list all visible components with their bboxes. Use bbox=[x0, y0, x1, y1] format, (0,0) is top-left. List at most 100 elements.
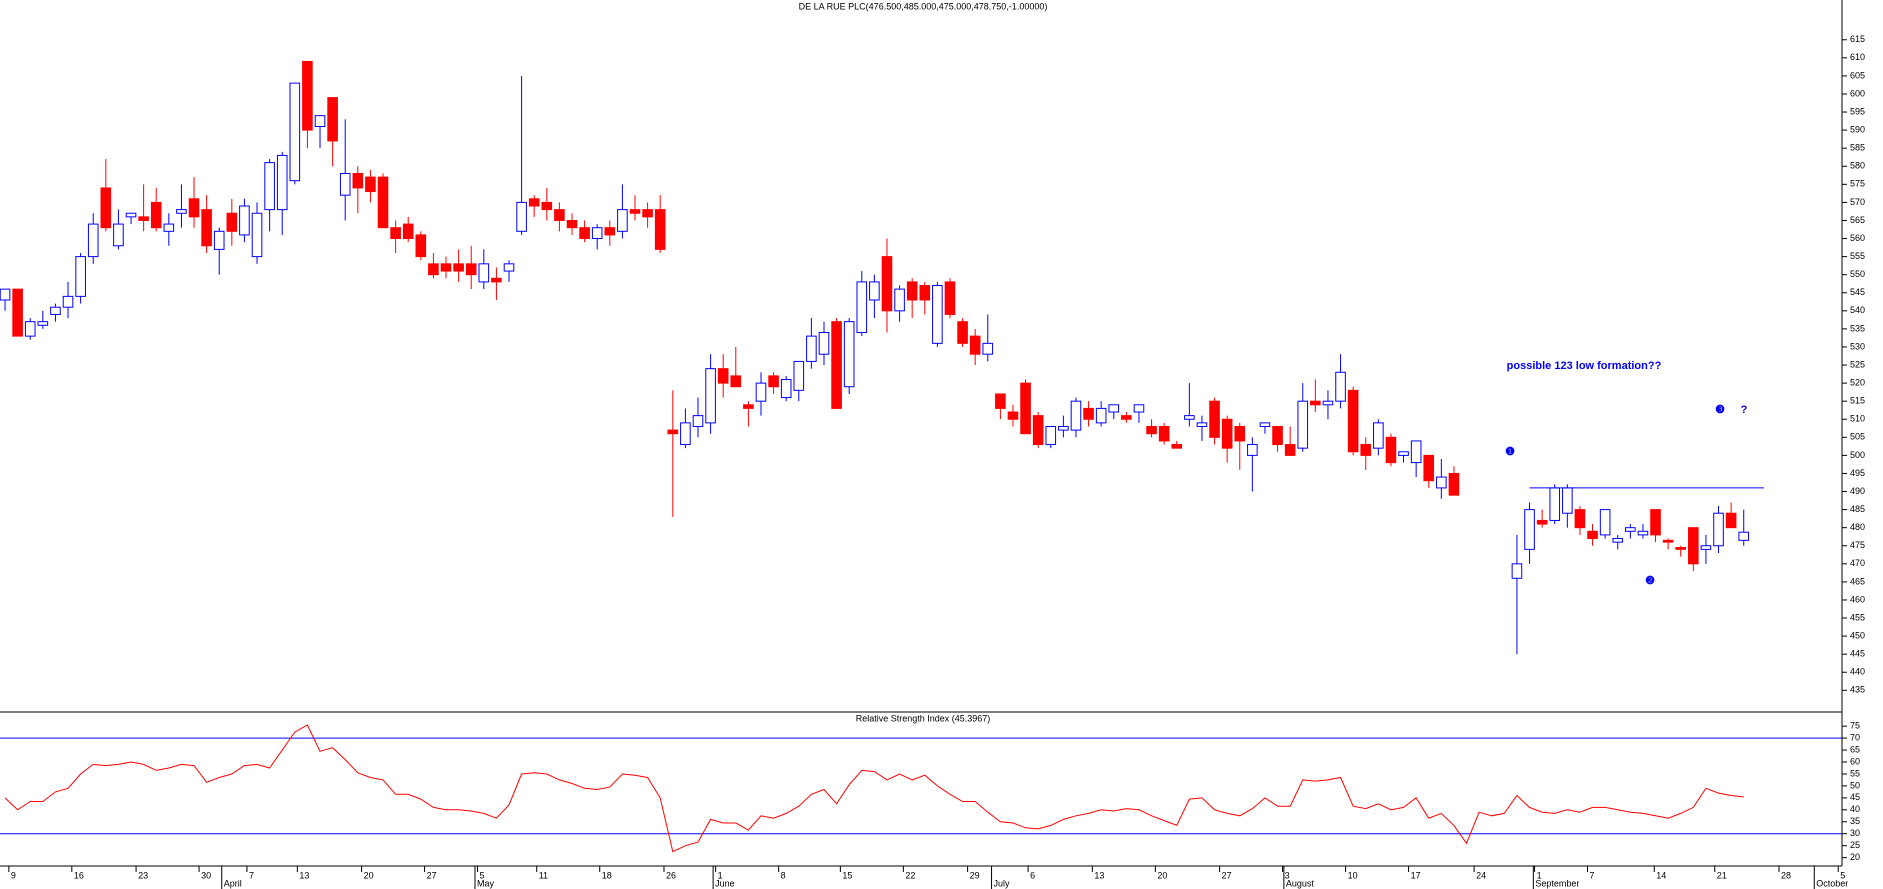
annotation: ❷ bbox=[1645, 575, 1655, 587]
x-tick-label: 9 bbox=[11, 870, 16, 880]
rsi-title: Relative Strength Index (45.3967) bbox=[856, 713, 991, 723]
month-label: May bbox=[477, 878, 495, 888]
candle-body bbox=[1625, 527, 1636, 532]
candle-body bbox=[1524, 509, 1535, 550]
candle-body bbox=[402, 223, 414, 240]
y-tick-label: 75 bbox=[1850, 721, 1860, 731]
month-label: April bbox=[224, 878, 242, 888]
candle-body bbox=[1108, 404, 1120, 413]
candle-body bbox=[24, 321, 36, 337]
candle-body bbox=[1007, 411, 1019, 420]
candle-body bbox=[667, 429, 679, 435]
y-tick-label: 70 bbox=[1850, 732, 1860, 742]
candle-body bbox=[1347, 389, 1359, 453]
y-tick-label: 590 bbox=[1850, 124, 1865, 134]
y-tick-label: 50 bbox=[1850, 780, 1860, 790]
y-tick-label: 530 bbox=[1850, 341, 1865, 351]
candle-body bbox=[516, 201, 527, 232]
x-tick-label: 10 bbox=[1348, 870, 1358, 880]
x-tick-label: 13 bbox=[299, 870, 309, 880]
candle-body bbox=[1574, 509, 1586, 529]
month-label: October bbox=[1816, 878, 1848, 888]
x-tick-label: 21 bbox=[1717, 870, 1727, 880]
x-tick-label: 23 bbox=[138, 870, 148, 880]
candle-body bbox=[806, 335, 817, 362]
y-tick-label: 440 bbox=[1850, 667, 1865, 677]
candle-body bbox=[680, 422, 691, 446]
candle-body bbox=[1448, 472, 1460, 496]
candle-body bbox=[50, 306, 61, 315]
candle-body bbox=[1637, 530, 1649, 536]
x-tick-label: 1 bbox=[718, 870, 723, 880]
candle-body bbox=[1221, 418, 1233, 449]
y-tick-label: 35 bbox=[1850, 816, 1860, 826]
month-label: June bbox=[715, 878, 735, 888]
candle-body bbox=[1599, 509, 1611, 536]
candle-body bbox=[239, 205, 250, 236]
y-tick-label: 585 bbox=[1850, 143, 1865, 153]
y-tick-label: 525 bbox=[1850, 359, 1865, 369]
candle-body bbox=[0, 288, 11, 301]
candle-body bbox=[604, 227, 616, 236]
y-tick-label: 450 bbox=[1850, 630, 1865, 640]
y-tick-label: 565 bbox=[1850, 215, 1865, 225]
annotation: ? bbox=[1741, 404, 1748, 416]
candle-body bbox=[1688, 527, 1699, 565]
y-tick-label: 605 bbox=[1850, 70, 1865, 80]
candle-body bbox=[1536, 519, 1548, 525]
candle-body bbox=[743, 404, 754, 409]
candle-body bbox=[1436, 476, 1447, 489]
candle-body bbox=[87, 223, 99, 258]
candle-body bbox=[1058, 425, 1069, 431]
y-tick-label: 45 bbox=[1850, 792, 1860, 802]
candle-body bbox=[1184, 415, 1195, 420]
y-tick-label: 20 bbox=[1850, 852, 1860, 862]
candle-body bbox=[1121, 415, 1132, 420]
candle-body bbox=[717, 368, 729, 384]
candle-body bbox=[856, 281, 868, 334]
x-tick-label: 20 bbox=[364, 870, 374, 880]
candle-body bbox=[453, 263, 464, 272]
candle-body bbox=[251, 212, 263, 258]
candle-body bbox=[62, 295, 74, 308]
candle-body bbox=[1209, 400, 1220, 438]
candle-body bbox=[919, 285, 931, 301]
candle-body bbox=[1725, 512, 1737, 529]
y-tick-label: 30 bbox=[1850, 828, 1860, 838]
x-tick-label: 15 bbox=[842, 870, 852, 880]
y-tick-label: 40 bbox=[1850, 804, 1860, 814]
candle-body bbox=[75, 256, 86, 297]
candle-body bbox=[428, 263, 439, 276]
annotation: possible 123 low formation?? bbox=[1507, 360, 1662, 372]
candle-body bbox=[314, 115, 326, 127]
candle-body bbox=[302, 60, 313, 131]
candle-body bbox=[1662, 539, 1674, 543]
y-tick-label: 445 bbox=[1850, 649, 1865, 659]
y-tick-label: 485 bbox=[1850, 504, 1865, 514]
candle-body bbox=[113, 223, 124, 247]
candle-body bbox=[289, 82, 301, 182]
candle-body bbox=[1398, 451, 1409, 456]
candle-body bbox=[1272, 425, 1283, 446]
x-tick-label: 18 bbox=[602, 870, 612, 880]
candle-body bbox=[755, 382, 767, 402]
y-tick-label: 435 bbox=[1850, 685, 1865, 695]
candle-body bbox=[1310, 400, 1321, 406]
y-tick-label: 520 bbox=[1850, 377, 1865, 387]
candle-body bbox=[1322, 400, 1334, 406]
x-tick-label: 11 bbox=[539, 870, 548, 880]
y-tick-label: 25 bbox=[1850, 840, 1860, 850]
candle-body bbox=[1045, 425, 1057, 446]
candle-body bbox=[1650, 509, 1661, 536]
candle-body bbox=[12, 288, 23, 337]
candle-body bbox=[629, 209, 641, 214]
x-tick-label: 22 bbox=[905, 870, 915, 880]
candle-body bbox=[995, 393, 1006, 409]
candle-body bbox=[957, 321, 968, 344]
candle-body bbox=[176, 209, 187, 214]
candle-body bbox=[327, 97, 338, 142]
candle-body bbox=[554, 209, 565, 221]
candle-body bbox=[881, 256, 893, 312]
candle-body bbox=[780, 378, 792, 399]
